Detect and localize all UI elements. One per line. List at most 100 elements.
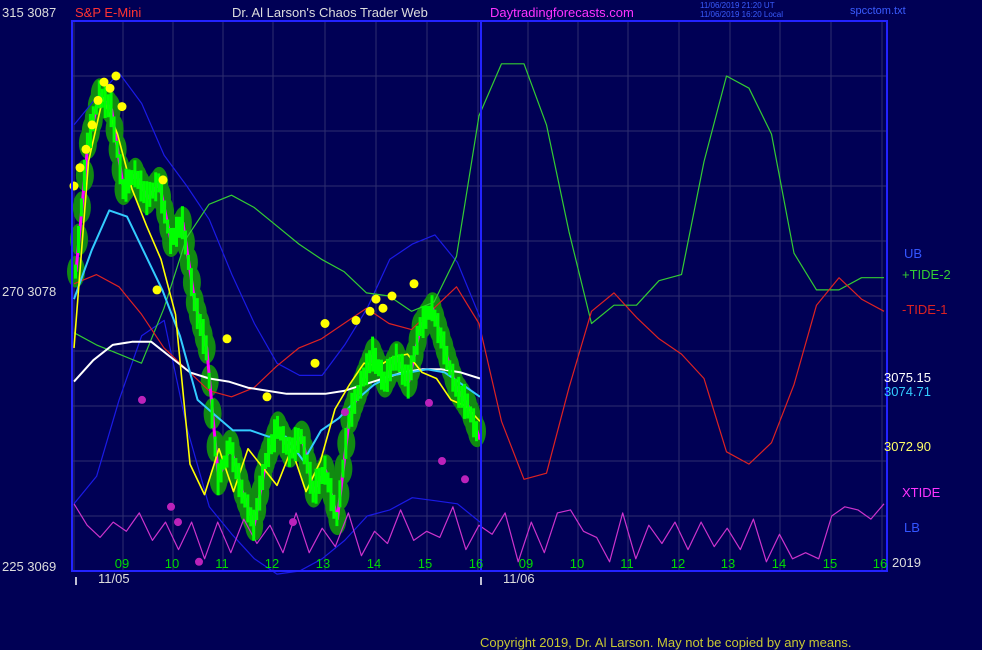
price-bar (255, 498, 259, 521)
price-bar (195, 298, 199, 330)
price-bar (178, 216, 181, 238)
price-bar (394, 343, 398, 371)
price-bar (228, 437, 232, 455)
lb-label: LB (904, 520, 920, 535)
price-bar (320, 467, 324, 484)
signal-dot-yellow (152, 285, 162, 295)
price-bar (249, 507, 253, 527)
price-bar (317, 467, 321, 494)
price-bar (180, 206, 184, 240)
x-date-label: 11/05 (98, 571, 130, 586)
price-bar (130, 170, 134, 186)
price-bar (356, 385, 360, 401)
symbol-label: S&P E-Mini (75, 5, 142, 20)
price-bar (454, 378, 458, 397)
signal-dots (69, 71, 469, 566)
tide1-label: -TIDE-1 (902, 302, 948, 317)
price-bar (469, 406, 473, 423)
x-tick-label: 12 (671, 556, 685, 571)
price-bar (151, 182, 155, 199)
price-bar (341, 459, 345, 478)
price-bar (240, 479, 244, 504)
price-bar (406, 364, 410, 399)
signal-dot-yellow (387, 291, 397, 301)
price-bar (279, 426, 282, 441)
signal-dot-yellow (320, 319, 330, 328)
price-bar (380, 359, 383, 390)
price-bar (225, 440, 229, 468)
x-tick-label: 12 (265, 556, 279, 571)
price-bar (252, 509, 256, 541)
plot-frame (71, 20, 888, 572)
price-bar (148, 181, 152, 207)
price-bar (74, 264, 77, 279)
price-bar (204, 335, 208, 361)
price-bar (418, 317, 422, 337)
price-bar (457, 376, 461, 408)
signal-dot-yellow (81, 144, 91, 154)
price-bar (97, 80, 101, 109)
price-bar (273, 419, 276, 453)
cyan-value-label: 3074.71 (884, 384, 931, 399)
price-bar (198, 314, 202, 336)
price-bar (264, 453, 268, 469)
signal-dot-yellow (69, 181, 79, 191)
price-bar (258, 475, 262, 511)
price-bar (338, 480, 342, 508)
price-bar (359, 370, 363, 399)
price-bar (397, 354, 401, 373)
signal-dot-magenta (174, 518, 182, 527)
price-bar (281, 426, 285, 454)
signal-dot-magenta (341, 408, 349, 417)
price-bar (115, 140, 119, 158)
price-bar (439, 327, 443, 349)
price-bar (374, 347, 377, 374)
price-bar (234, 458, 238, 480)
price-bar (106, 94, 110, 118)
site-link[interactable]: Daytradingforecasts.com (490, 5, 634, 20)
price-bar (172, 227, 175, 245)
signal-dot-magenta (461, 475, 469, 484)
price-bar (100, 88, 104, 108)
series-ub-line (73, 72, 481, 376)
signal-dot-magenta (425, 398, 433, 407)
price-bar (94, 98, 98, 115)
price-bar (154, 172, 158, 202)
price-bar (436, 313, 440, 344)
price-bar (368, 350, 372, 374)
price-bar (460, 385, 464, 408)
price-bar (267, 438, 271, 468)
price-bar (353, 388, 357, 414)
signal-dot-magenta (138, 395, 146, 404)
x-tick-label: 15 (418, 556, 432, 571)
signal-dot-yellow (378, 303, 388, 313)
price-bar (421, 306, 425, 338)
white-value-label: 3075.15 (884, 370, 931, 385)
signal-dot-magenta (289, 518, 297, 527)
price-bar (82, 159, 86, 191)
left-scale-mid: 270 3078 (2, 284, 57, 299)
price-bar (382, 371, 386, 392)
price-bar (329, 478, 333, 512)
x-tick-label: 11 (620, 556, 634, 571)
price-bar (475, 421, 478, 442)
signal-dot-yellow (87, 120, 97, 130)
price-bar (305, 454, 309, 474)
price-bar (207, 372, 211, 389)
price-bar (424, 305, 428, 329)
price-bar (133, 160, 137, 188)
price-bar (391, 355, 395, 371)
tide2-label: +TIDE-2 (902, 267, 951, 282)
file-name: spcctom.txt (850, 5, 906, 17)
x-tick-label: 14 (367, 556, 381, 571)
signal-dot-yellow (111, 71, 121, 81)
price-bar (442, 331, 446, 365)
price-bar (219, 459, 223, 483)
signal-dot-yellow (371, 294, 381, 304)
price-bar (157, 173, 161, 193)
price-bar (175, 216, 178, 247)
price-bar (88, 114, 92, 148)
price-bar (243, 492, 247, 508)
xtide-label: XTIDE (902, 485, 941, 500)
